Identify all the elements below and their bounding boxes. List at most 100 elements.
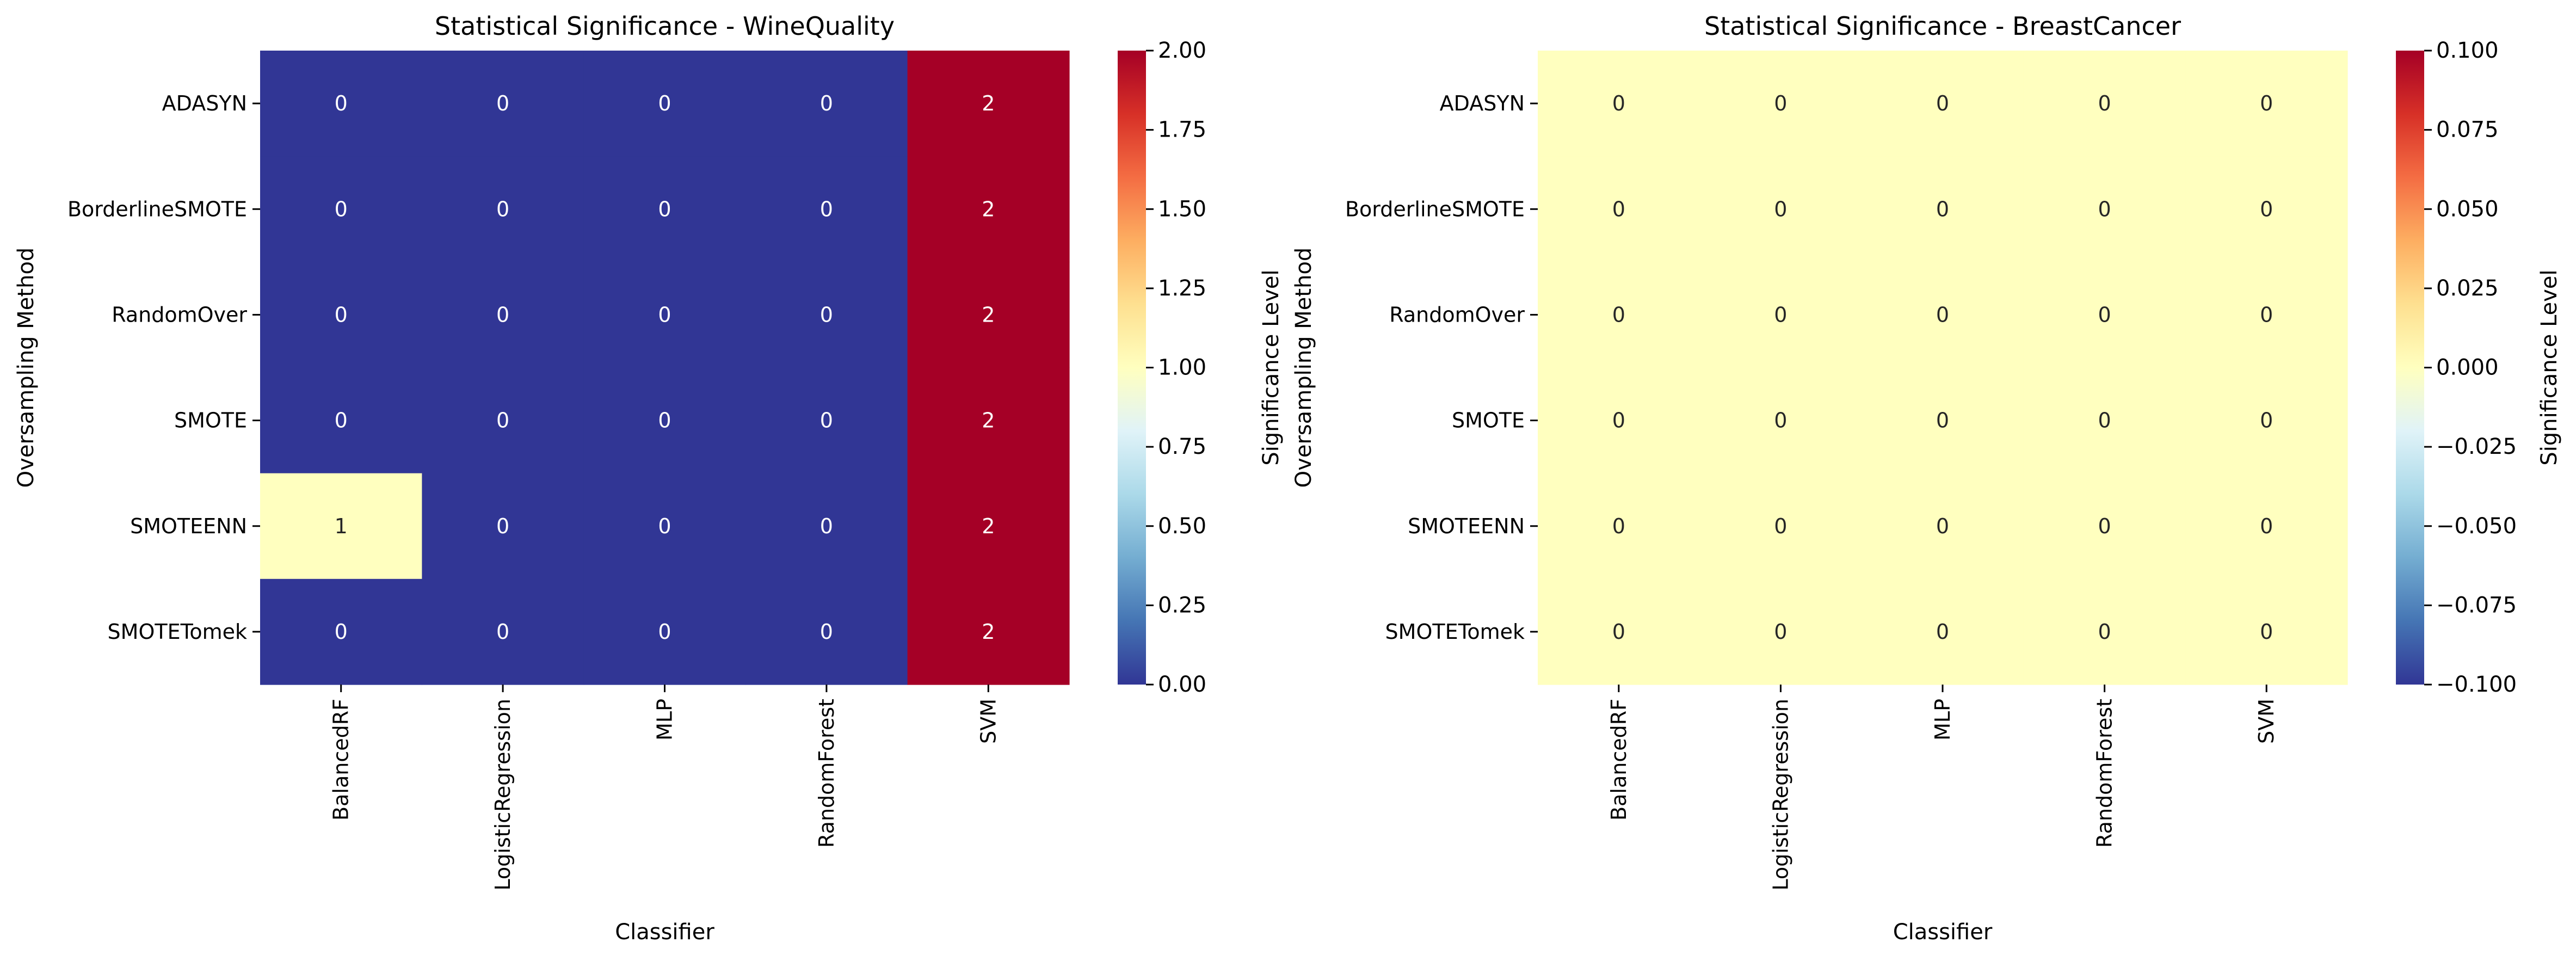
heatmap-cell xyxy=(1538,156,1700,262)
cell-annotation: 0 xyxy=(658,620,671,644)
colorbar-tick-label: 1.00 xyxy=(1158,355,1206,380)
heatmap-cell xyxy=(1862,156,2024,262)
cell-annotation: 0 xyxy=(820,620,833,644)
x-tick-label: BalancedRF xyxy=(1607,699,1631,821)
colorbar-label: Significance Level xyxy=(1259,269,1284,465)
y-tick-label: ADASYN xyxy=(162,91,247,115)
x-tick-label: LogisticRegression xyxy=(1768,699,1792,890)
heatmap-cell xyxy=(2185,473,2348,580)
x-tick-label: SVM xyxy=(2254,699,2278,744)
heatmap-cell xyxy=(2185,262,2348,368)
heatmap-panel-wine: 0 0 0 0 2 0 0 0 0 2 0 0 0 0 2 0 0 0 0 2 1 0 0 0 2 0 0 0 0 2 Statistica… xyxy=(14,11,1284,945)
heatmap-cell xyxy=(2185,156,2348,262)
heatmap-cell xyxy=(2185,51,2348,157)
heatmap-cell xyxy=(260,473,422,580)
cell-annotation: 0 xyxy=(658,303,671,327)
colorbar: 0.00 0.25 0.50 0.75 1.00 1.25 1.50 1.75 2.00 Sign… xyxy=(1118,38,1284,697)
heatmap-cell xyxy=(907,156,1070,262)
y-axis-label: Oversampling Method xyxy=(1291,248,1316,488)
heatmap-cell xyxy=(745,156,908,262)
colorbar-tick-label: 0.75 xyxy=(1158,434,1206,459)
heatmap-cell xyxy=(1538,473,1700,580)
heatmap-cell xyxy=(907,578,1070,685)
heatmap-cell xyxy=(260,262,422,368)
x-tick-label: BalancedRF xyxy=(329,699,353,821)
cell-annotation: 0 xyxy=(658,514,671,538)
heatmap-cell xyxy=(1699,51,1862,157)
colorbar-tick-label: 1.75 xyxy=(1158,118,1206,143)
cell-annotation: 0 xyxy=(2260,409,2273,433)
cell-annotation: 0 xyxy=(496,303,509,327)
y-tick-label: ADASYN xyxy=(1440,91,1525,115)
x-tick-label: RandomForest xyxy=(2093,699,2117,848)
heatmap-cell xyxy=(422,367,584,474)
heatmap-cell xyxy=(2023,473,2186,580)
colorbar-tick-label: 0.000 xyxy=(2436,355,2499,380)
cell-annotation: 0 xyxy=(820,409,833,433)
heatmap-cell xyxy=(422,473,584,580)
cell-annotation: 0 xyxy=(2098,620,2111,644)
heatmap-cell xyxy=(1862,262,2024,368)
cell-annotation: 0 xyxy=(1774,197,1787,221)
cell-annotation: 0 xyxy=(2098,514,2111,538)
chart-title: Statistical Significance - BreastCancer xyxy=(1704,11,2181,41)
heatmap-cell xyxy=(1699,367,1862,474)
y-tick-label: BorderlineSMOTE xyxy=(1345,197,1525,221)
heatmap-panel-breast: 0 0 0 0 0 0 0 0 0 0 0 0 0 0 0 0 0 0 0 0 0 0 0 0 0 0 0 0 0 0 Statistica… xyxy=(1291,11,2562,945)
cell-annotation: 0 xyxy=(820,514,833,538)
cell-annotation: 0 xyxy=(1936,620,1949,644)
cell-annotation: 2 xyxy=(982,514,995,538)
cell-annotation: 0 xyxy=(1936,514,1949,538)
heatmap-cell xyxy=(260,578,422,685)
cell-annotation: 0 xyxy=(1612,303,1625,327)
heatmap-cell xyxy=(422,578,584,685)
heatmap-cell xyxy=(260,156,422,262)
colorbar: −0.100 −0.075 −0.050 −0.025 0.000 0.025 0.050 0… xyxy=(2396,38,2562,697)
y-tick-label: RandomOver xyxy=(112,303,247,327)
y-tick-label: BorderlineSMOTE xyxy=(67,197,247,221)
cell-annotation: 0 xyxy=(1612,409,1625,433)
cell-annotation: 0 xyxy=(2098,91,2111,115)
heatmap-cell xyxy=(1538,578,1700,685)
x-tick-label: LogisticRegression xyxy=(491,699,515,890)
x-tick-label: SVM xyxy=(976,699,1000,744)
heatmap-cell xyxy=(1699,262,1862,368)
heatmap-cell xyxy=(583,262,746,368)
heatmap-cell xyxy=(422,51,584,157)
heatmap-cell xyxy=(1862,367,2024,474)
y-tick-label: SMOTEENN xyxy=(130,514,247,538)
cell-annotation: 0 xyxy=(335,620,348,644)
heatmap-cell xyxy=(2023,578,2186,685)
x-axis-label: Classifier xyxy=(1893,920,1993,945)
heatmap-cell xyxy=(907,262,1070,368)
heatmap-cell xyxy=(583,578,746,685)
cell-annotation: 0 xyxy=(2260,91,2273,115)
heatmap-cell xyxy=(260,51,422,157)
heatmap-cell xyxy=(2023,367,2186,474)
colorbar-gradient xyxy=(1118,51,1146,685)
heatmap-cell xyxy=(583,367,746,474)
cell-annotation: 0 xyxy=(335,197,348,221)
cell-annotation: 0 xyxy=(1936,303,1949,327)
heatmap-cell xyxy=(260,367,422,474)
y-tick-label: SMOTETomek xyxy=(108,620,247,644)
y-tick-label: SMOTEENN xyxy=(1408,514,1525,538)
heatmap-cell xyxy=(745,578,908,685)
cell-annotation: 2 xyxy=(982,91,995,115)
cell-annotation: 0 xyxy=(1774,91,1787,115)
x-axis-label: Classifier xyxy=(615,920,714,945)
cell-annotation: 0 xyxy=(1612,620,1625,644)
heatmap-cell xyxy=(1862,473,2024,580)
y-tick-label: RandomOver xyxy=(1389,303,1525,327)
cell-annotation: 0 xyxy=(820,197,833,221)
colorbar-tick-label: 2.00 xyxy=(1158,38,1206,63)
y-tick-label: SMOTE xyxy=(1452,409,1525,433)
cell-annotation: 0 xyxy=(1774,409,1787,433)
cell-annotation: 0 xyxy=(496,514,509,538)
cell-annotation: 0 xyxy=(335,409,348,433)
cell-annotation: 0 xyxy=(335,303,348,327)
cell-annotation: 0 xyxy=(1936,409,1949,433)
heatmap-cell xyxy=(2023,262,2186,368)
heatmap-cell xyxy=(583,473,746,580)
cell-annotation: 0 xyxy=(2098,303,2111,327)
